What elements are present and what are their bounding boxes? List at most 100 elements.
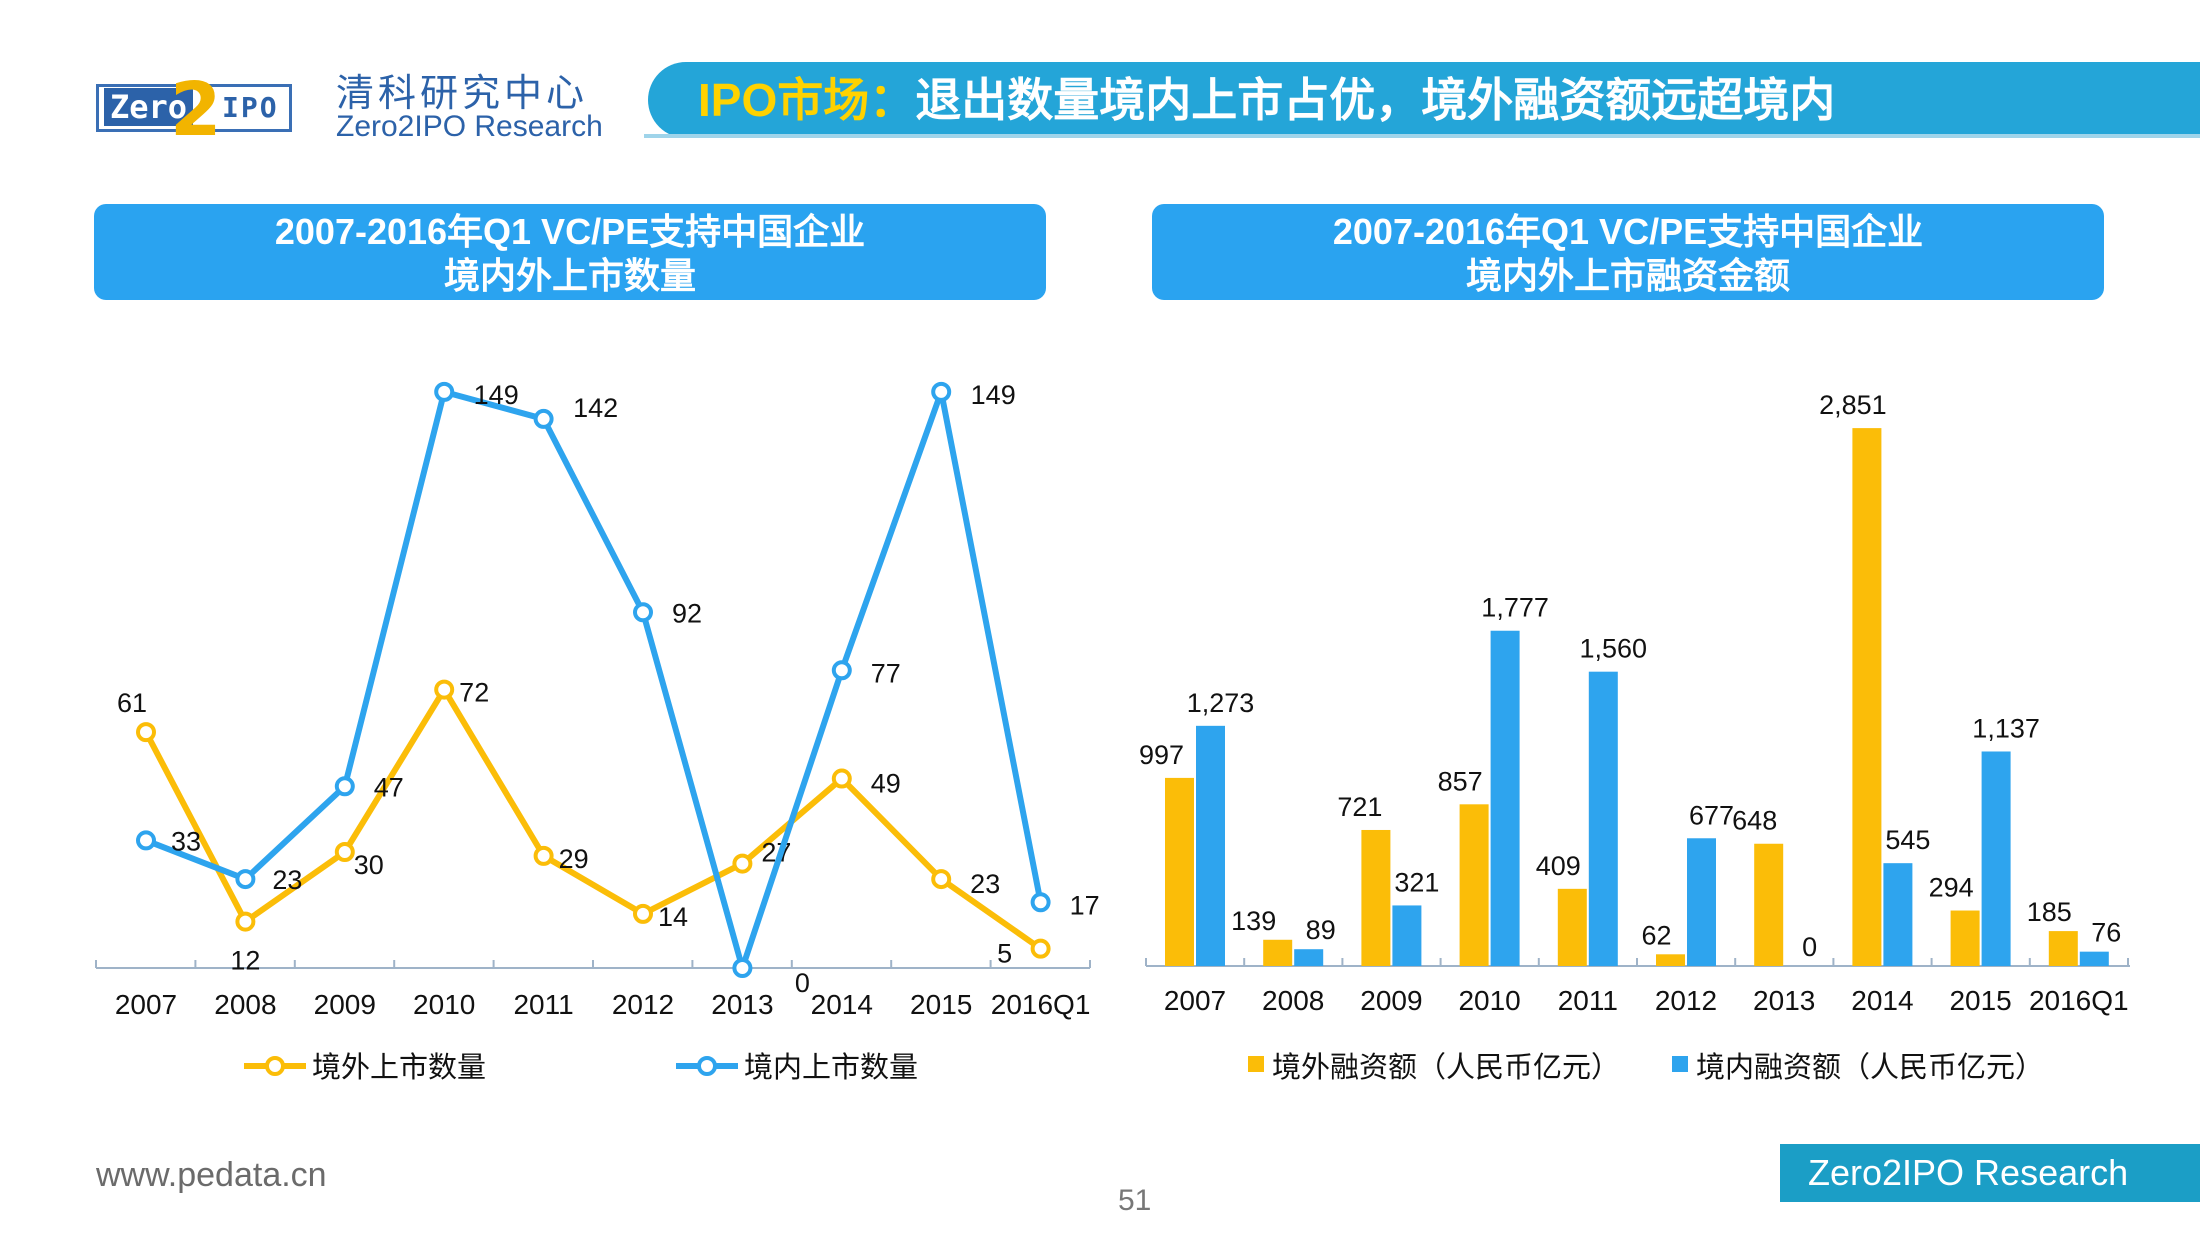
line-point-marker [434,679,455,700]
line-legend-label: 境内上市数量 [744,1051,918,1084]
line-chart-x-tick-label: 2010 [413,989,475,1020]
line-legend-marker [697,1056,717,1076]
title-bar [648,62,2200,138]
line-point-marker [136,722,156,743]
bar-overseas [1950,910,1980,966]
bar-overseas [1852,428,1882,966]
website-link[interactable]: www.pedata.cn [96,1156,327,1194]
line-point-marker [533,408,554,429]
line-data-label: 33 [171,826,201,856]
bar-data-label: 409 [1536,851,1581,881]
bar-overseas [1557,888,1587,966]
bar-legend-swatch [1672,1056,1688,1072]
bar-data-label: 997 [1139,740,1184,770]
line-point-marker [1030,938,1051,959]
bar-overseas [1165,777,1194,966]
bar-domestic [1687,838,1716,966]
bar-data-label: 857 [1438,766,1483,796]
line-chart-x-tick-label: 2011 [513,989,573,1020]
bar-overseas [1656,954,1685,966]
bar-data-label: 721 [1337,792,1382,822]
bar-chart-x-tick-label: 2008 [1262,985,1324,1016]
bar-chart-x-tick-label: 2016Q1 [2029,985,2129,1016]
logo-zero-text: Zero [104,88,194,126]
line-point-marker [931,869,952,890]
line-legend-marker [265,1056,285,1076]
line-point-marker [931,381,952,402]
line-point-marker [235,869,256,890]
bar-domestic [1981,751,2011,966]
line-chart-x-tick-label: 2009 [314,989,376,1020]
page-title-rest: 退出数量境内上市占优，境外融资额远超境内 [915,74,1836,126]
logo-ipo-text: IPO [222,91,279,124]
line-point-marker [434,381,455,402]
bar-data-label: 1,273 [1187,688,1255,718]
bar-data-label: 76 [2091,918,2121,948]
line-data-label: 49 [871,769,901,799]
bar-domestic [1392,905,1422,966]
line-data-label: 0 [795,968,810,998]
right-panel-title-line1: 2007-2016年Q1 VC/PE支持中国企业 [1332,211,1924,252]
bar-data-label: 62 [1641,920,1671,950]
bar-data-label: 545 [1885,825,1930,855]
line-chart-x-tick-label: 2016Q1 [991,989,1091,1020]
line-chart-x-tick-label: 2014 [811,989,873,1020]
line-data-label: 61 [117,688,147,718]
bar-data-label: 0 [1802,932,1817,962]
line-point-marker [533,845,554,866]
line-data-label: 47 [374,772,404,802]
line-point-marker [235,911,256,932]
line-point-marker [334,842,355,862]
bar-data-label: 1,777 [1481,593,1549,623]
line-data-label: 5 [997,939,1012,969]
page-title: IPO市场：退出数量境内上市占优，境外融资额远超境内 [698,70,1835,130]
footer-brand-bar [1780,1144,2200,1202]
bar-chart-x-tick-label: 2015 [1949,985,2011,1016]
bar-domestic [1294,949,1324,966]
bar-legend-swatch [1248,1056,1264,1072]
line-data-label: 77 [871,658,901,688]
bar-data-label: 1,560 [1580,634,1648,664]
bar-data-label: 677 [1689,800,1734,830]
bar-overseas [1361,829,1391,966]
bar-chart-x-tick-label: 2011 [1558,985,1618,1016]
line-data-label: 142 [573,393,618,423]
bar-overseas [2048,931,2078,966]
bar-chart-x-tick-label: 2014 [1851,985,1913,1016]
bar-legend-label: 境内融资额（人民币亿元） [1696,1051,2044,1084]
line-point-marker [732,958,753,978]
line-chart-x-tick-label: 2007 [115,989,177,1020]
line-chart-x-tick-label: 2015 [910,989,972,1020]
footer-brand: Zero2IPO Research [1808,1152,2129,1193]
bar-data-label: 89 [1306,915,1336,945]
line-data-label: 149 [474,380,519,410]
bar-data-label: 2,851 [1819,390,1887,420]
line-chart-x-tick-label: 2012 [612,989,674,1020]
line-data-label: 23 [970,869,1000,899]
bar-data-label: 321 [1394,867,1439,897]
line-data-label: 92 [672,598,702,628]
bar-domestic [1883,863,1913,966]
line-data-label: 12 [230,946,260,976]
bar-data-label: 648 [1732,806,1777,836]
line-data-label: 17 [1070,890,1100,920]
line-point-marker [831,660,852,681]
line-data-label: 149 [971,380,1016,410]
page-title-highlight: IPO市场： [698,74,916,126]
bar-chart-x-tick-label: 2013 [1753,985,1815,1016]
line-data-label: 14 [658,902,688,932]
line-data-label: 72 [459,678,489,708]
bar-chart-x-tick-label: 2012 [1655,985,1717,1016]
left-panel-title-line2: 境内外上市数量 [443,255,696,296]
title-underline [644,134,2200,138]
line-series-domestic [144,388,1044,971]
line-point-marker [633,903,653,924]
line-chart-x-tick-label: 2013 [711,989,773,1020]
line-data-label: 30 [354,850,384,880]
right-panel-title-line2: 境内外上市融资金额 [1465,255,1790,296]
bar-data-label: 185 [2027,897,2072,927]
bar-domestic [1196,725,1225,966]
line-point-marker [1030,892,1051,913]
bar-data-label: 139 [1231,906,1276,936]
